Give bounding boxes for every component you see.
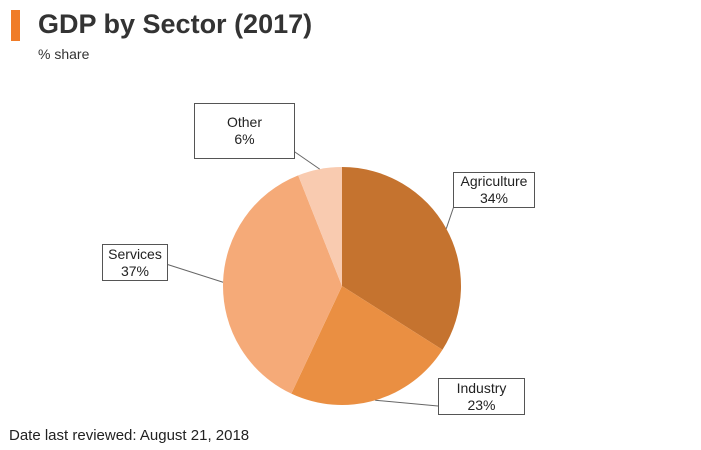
- slice-label-value: 37%: [120, 262, 150, 279]
- slice-label-agriculture: Agriculture 34%: [453, 172, 535, 208]
- slice-label-name: Other: [226, 114, 262, 130]
- leader-line-other: [291, 149, 320, 170]
- date-reviewed-note: Date last reviewed: August 21, 2018: [9, 427, 250, 444]
- pie-slice-agriculture: [342, 166, 462, 350]
- slice-label-value: 34%: [479, 190, 509, 206]
- slice-label-name: Services: [108, 245, 162, 262]
- slice-label-services: Services 37%: [102, 244, 168, 281]
- pie-slice-industry: [291, 286, 443, 405]
- pie-slice-other: [298, 167, 342, 286]
- title-accent-bar: [11, 10, 20, 41]
- slice-label-value: 23%: [467, 396, 496, 413]
- page-title: GDP by Sector (2017): [38, 9, 313, 39]
- leader-line-services: [165, 263, 224, 283]
- slice-label-other: Other 6%: [194, 103, 295, 159]
- slice-label-name: Agriculture: [460, 173, 528, 189]
- slice-label-industry: Industry 23%: [438, 378, 525, 415]
- slice-label-value: 6%: [234, 131, 255, 147]
- pie-slice-services: [223, 175, 342, 394]
- page-subtitle: % share: [38, 46, 90, 62]
- slice-label-name: Industry: [456, 379, 507, 396]
- leader-line-industry: [375, 399, 439, 407]
